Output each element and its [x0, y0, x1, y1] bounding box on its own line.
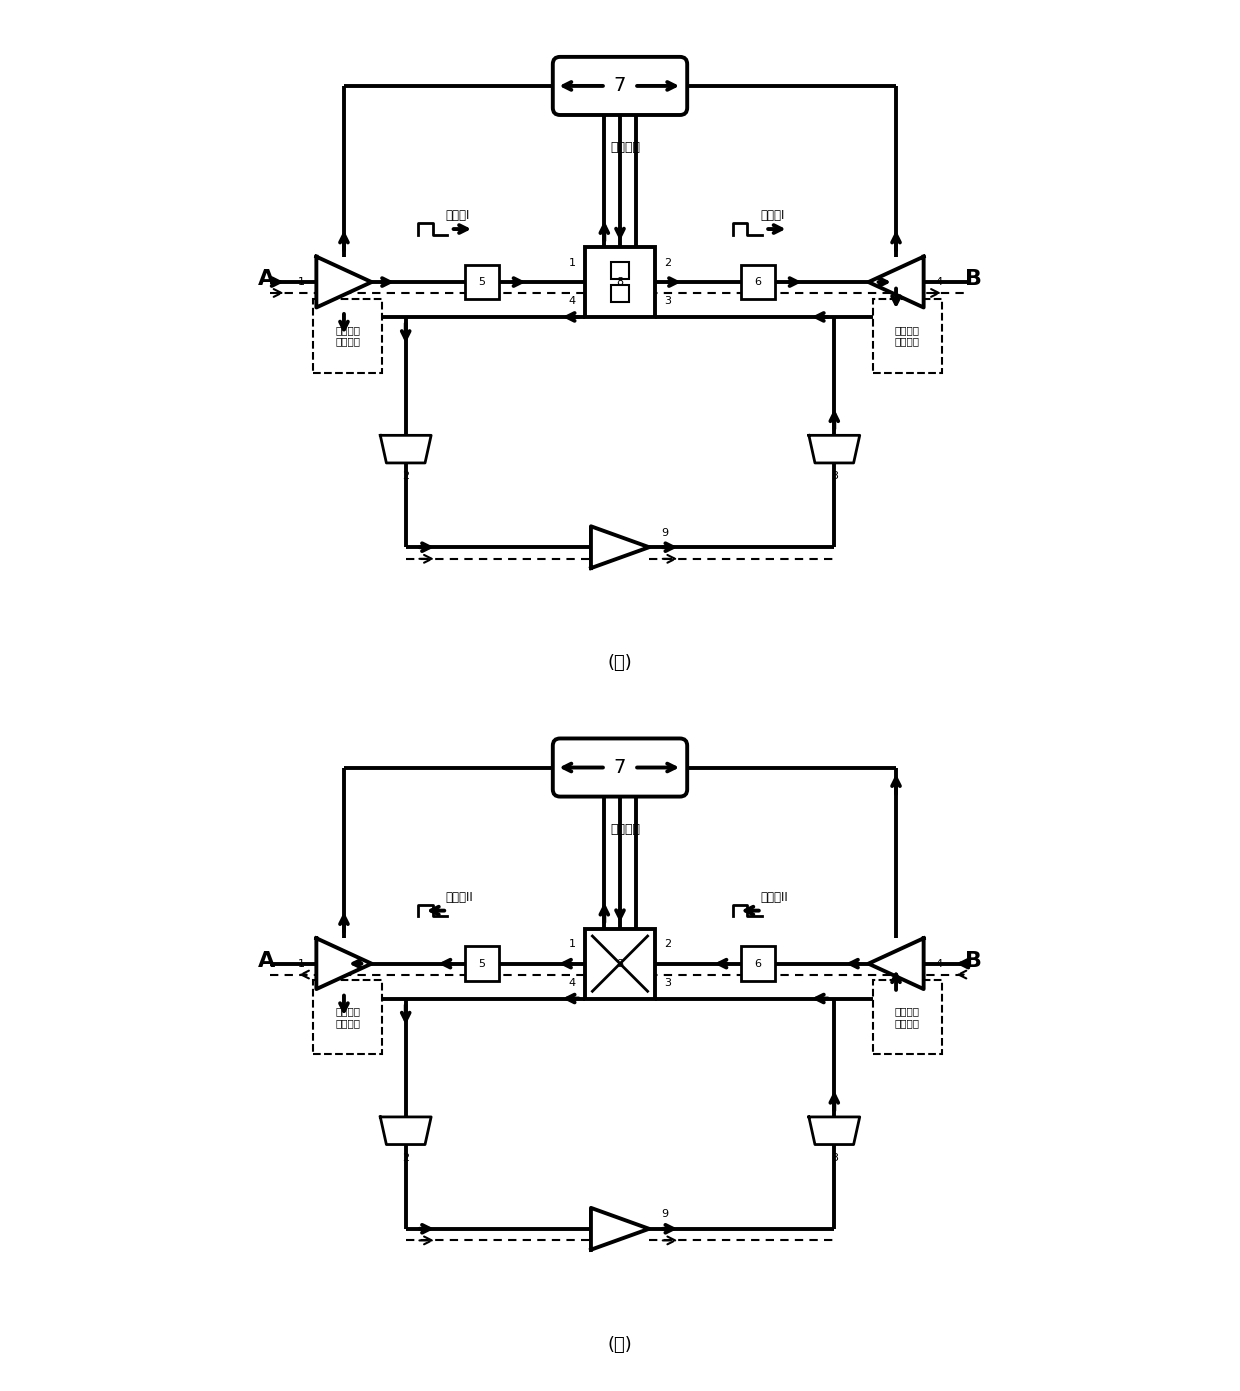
- Polygon shape: [316, 939, 372, 989]
- Polygon shape: [808, 435, 859, 463]
- Polygon shape: [868, 256, 924, 307]
- Text: 3: 3: [831, 1153, 838, 1163]
- Text: 9: 9: [661, 1209, 668, 1220]
- Text: 1: 1: [569, 939, 575, 950]
- Polygon shape: [381, 435, 432, 463]
- Bar: [740, 946, 775, 981]
- Text: 1: 1: [298, 958, 305, 968]
- Text: 光信号II: 光信号II: [760, 892, 787, 904]
- Polygon shape: [591, 1207, 649, 1249]
- Text: B: B: [965, 268, 982, 289]
- Text: 2: 2: [402, 472, 409, 481]
- Bar: [465, 264, 500, 299]
- Text: 6: 6: [754, 958, 761, 968]
- Bar: [585, 929, 655, 999]
- Text: 5: 5: [479, 277, 486, 287]
- Polygon shape: [808, 1117, 859, 1145]
- Bar: [465, 946, 500, 981]
- Text: B: B: [965, 950, 982, 971]
- Text: 单向传输
波长通道: 单向传输 波长通道: [895, 1007, 920, 1028]
- Text: 5: 5: [479, 958, 486, 968]
- Text: 1: 1: [569, 257, 575, 268]
- Bar: [740, 264, 775, 299]
- Text: 2: 2: [665, 939, 671, 950]
- Text: A: A: [258, 268, 275, 289]
- Polygon shape: [868, 939, 924, 989]
- Polygon shape: [381, 1117, 432, 1145]
- Text: A: A: [258, 950, 275, 971]
- FancyBboxPatch shape: [553, 57, 687, 115]
- FancyBboxPatch shape: [553, 739, 687, 797]
- Text: 4: 4: [935, 958, 942, 968]
- Text: 7: 7: [614, 77, 626, 96]
- Text: 3: 3: [831, 472, 838, 481]
- Text: 3: 3: [665, 296, 671, 306]
- Text: 光信号I: 光信号I: [760, 210, 785, 223]
- Bar: [873, 299, 942, 373]
- Text: 8: 8: [616, 958, 624, 968]
- Text: 8: 8: [616, 277, 624, 287]
- Text: 2: 2: [665, 257, 671, 268]
- Bar: [611, 285, 629, 302]
- Polygon shape: [591, 526, 649, 568]
- Text: 控制信号: 控制信号: [611, 822, 641, 836]
- Text: 控制信号: 控制信号: [611, 140, 641, 154]
- Polygon shape: [316, 256, 372, 307]
- Bar: [585, 248, 655, 317]
- Bar: [314, 299, 382, 373]
- Text: 4: 4: [569, 978, 575, 988]
- Text: 4: 4: [569, 296, 575, 306]
- Text: 9: 9: [661, 527, 668, 538]
- Text: 光信号II: 光信号II: [445, 892, 474, 904]
- Text: 单向传输
波长通道: 单向传输 波长通道: [895, 325, 920, 346]
- Bar: [611, 262, 629, 280]
- Text: 4: 4: [935, 277, 942, 287]
- Text: 1: 1: [298, 277, 305, 287]
- Bar: [873, 981, 942, 1054]
- Text: 6: 6: [754, 277, 761, 287]
- Text: 单向传输
波长通道: 单向传输 波长通道: [336, 1007, 361, 1028]
- Text: 光信号I: 光信号I: [445, 210, 470, 223]
- Text: 3: 3: [665, 978, 671, 988]
- Bar: [314, 981, 382, 1054]
- Text: 单向传输
波长通道: 单向传输 波长通道: [336, 325, 361, 346]
- Text: (ａ): (ａ): [608, 654, 632, 672]
- Text: (ｂ): (ｂ): [608, 1335, 632, 1353]
- Text: 7: 7: [614, 758, 626, 778]
- Text: 2: 2: [402, 1153, 409, 1163]
